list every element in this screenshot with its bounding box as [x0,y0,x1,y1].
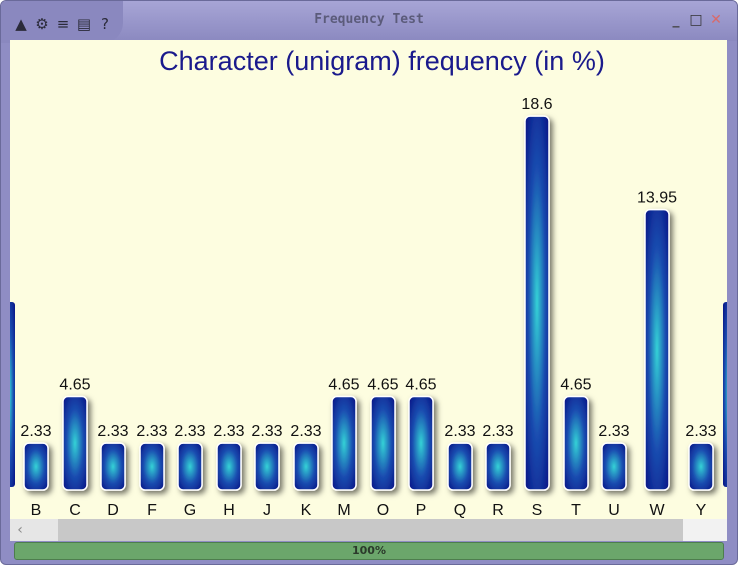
value-label-W: 13.95 [637,190,677,207]
clipboard-icon[interactable]: ▤ [76,15,92,33]
toolbar: ▲ ⚙ ≡ ▤ ? [12,15,114,33]
list-icon[interactable]: ≡ [56,15,70,33]
x-tick-label-W: W [649,502,665,519]
bar-J [254,442,280,491]
bar-W [644,208,670,491]
bar-G [177,442,203,491]
minimize-icon[interactable]: _ [672,12,680,28]
x-tick-label-U: U [608,502,620,519]
bar-Q [447,442,473,491]
value-label-U: 2.33 [598,423,629,440]
x-tick-label-R: R [492,502,504,519]
value-label-M: 4.65 [328,377,359,394]
bar-C [62,395,88,491]
bar-T [563,395,589,491]
x-tick-label-Y: Y [696,502,707,519]
horizontal-scrollbar[interactable]: ‹ [10,519,727,541]
bar-P [408,395,434,491]
value-label-F: 2.33 [136,423,167,440]
value-label-H: 2.33 [213,423,244,440]
x-tick-label-P: P [416,502,427,519]
scrollbar-thumb[interactable] [58,519,683,541]
x-tick-label-G: G [184,502,196,519]
value-label-G: 2.33 [174,423,205,440]
x-tick-label-F: F [147,502,157,519]
bar-D [100,442,126,491]
chart-title: Character (unigram) frequency (in %) [159,46,605,76]
clipped-bar-left [10,302,15,487]
value-label-J: 2.33 [251,423,282,440]
value-label-S: 18.6 [521,96,552,113]
x-tick-label-H: H [223,502,235,519]
clipped-bar-right [723,302,727,487]
progress-fill [15,543,723,559]
scrollbar-track[interactable] [683,519,727,541]
value-label-T: 4.65 [560,377,591,394]
value-label-Y: 2.33 [685,423,716,440]
value-label-C: 4.65 [59,377,90,394]
x-tick-label-B: B [31,502,42,519]
x-tick-label-J: J [263,502,271,519]
progress-label: 100% [352,544,386,557]
value-label-P: 4.65 [405,377,436,394]
image-icon[interactable]: ▲ [15,15,27,33]
bar-R [485,442,511,491]
maximize-icon[interactable]: □ [689,12,703,28]
close-icon[interactable]: ✕ [710,12,722,28]
bar-O [370,395,396,491]
value-label-D: 2.33 [97,423,128,440]
frequency-chart: Character (unigram) frequency (in %) 2.3… [10,46,727,519]
value-label-Q: 2.33 [444,423,475,440]
x-tick-label-M: M [337,502,350,519]
chart-area: Character (unigram) frequency (in %) 2.3… [10,40,727,524]
bar-K [293,442,319,491]
bar-S [524,115,550,491]
progress-bar: 100% [14,542,724,560]
value-label-K: 2.33 [290,423,321,440]
x-tick-label-Q: Q [454,502,466,519]
bar-F [139,442,165,491]
x-tick-label-D: D [107,502,119,519]
toolbar-tab [1,1,123,43]
x-tick-label-T: T [571,502,581,519]
title-bar[interactable]: ▲ ⚙ ≡ ▤ ? Frequency Test _ □ ✕ [1,1,737,43]
value-label-B: 2.33 [20,423,51,440]
x-tick-label-S: S [532,502,543,519]
x-tick-label-K: K [301,502,312,519]
x-tick-label-O: O [377,502,389,519]
value-label-O: 4.65 [367,377,398,394]
bar-Y [688,442,714,491]
bar-U [601,442,627,491]
bar-H [216,442,242,491]
value-label-R: 2.33 [482,423,513,440]
scroll-left-icon[interactable]: ‹ [17,522,23,538]
bar-M [331,395,357,491]
x-tick-label-C: C [69,502,81,519]
bar-B [23,442,49,491]
gear-icon[interactable]: ⚙ [35,15,49,33]
help-icon[interactable]: ? [101,15,109,33]
window-title: Frequency Test [314,12,424,27]
